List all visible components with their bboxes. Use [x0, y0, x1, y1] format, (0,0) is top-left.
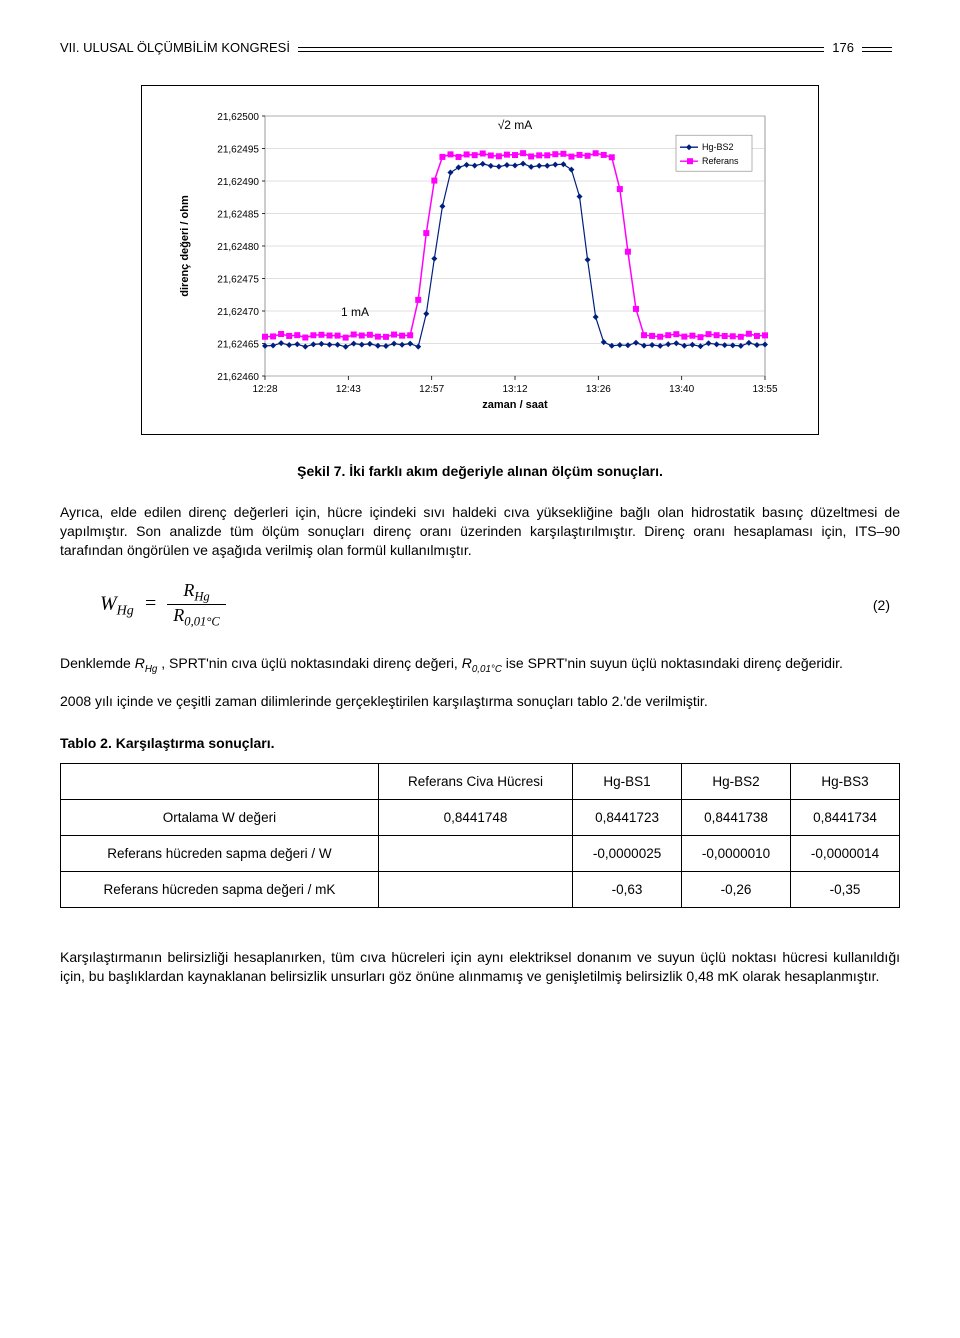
- svg-text:13:26: 13:26: [586, 384, 611, 395]
- figure-caption: Şekil 7. İki farklı akım değeriyle alına…: [60, 463, 900, 479]
- paragraph-1: Ayrıca, elde edilen direnç değerleri içi…: [60, 503, 900, 560]
- table-cell: [378, 871, 572, 907]
- col-bs2: Hg-BS2: [682, 763, 791, 799]
- col-ref: Referans Civa Hücresi: [378, 763, 572, 799]
- col-blank: [61, 763, 379, 799]
- header-rule-right: [862, 47, 892, 48]
- table-cell: -0,63: [573, 871, 682, 907]
- table-cell: 0,8441738: [682, 799, 791, 835]
- table-row: Referans hücreden sapma değeri / W -0,000…: [61, 835, 900, 871]
- row-label: Referans hücreden sapma değeri / mK: [61, 871, 379, 907]
- figure-7-chart: 21,62460 21,62465 21,62470 21,62475 21,62480…: [141, 85, 819, 435]
- svg-text:21,62490: 21,62490: [217, 177, 259, 188]
- table-cell: -0,0000025: [573, 835, 682, 871]
- col-bs1: Hg-BS1: [573, 763, 682, 799]
- table-cell: -0,35: [791, 871, 900, 907]
- table-cell: -0,26: [682, 871, 791, 907]
- page-header: VII. ULUSAL ÖLÇÜMBİLİM KONGRESİ 176: [60, 40, 900, 55]
- equation-2: WHg = RHg R0,01°C (2): [100, 580, 900, 630]
- svg-text:√2 mA: √2 mA: [498, 118, 533, 132]
- eq-lhs: W: [100, 592, 117, 614]
- svg-text:1 mA: 1 mA: [341, 305, 369, 319]
- equation-body: WHg = RHg R0,01°C: [100, 580, 226, 630]
- eq-den: R: [173, 605, 184, 625]
- table-cell: 0,8441723: [573, 799, 682, 835]
- p2-c: ise SPRT'nin suyun üçlü noktasındaki dir…: [502, 655, 843, 671]
- paragraph-2: Denklemde RHg , SPRT'nin cıva üçlü nokta…: [60, 654, 900, 676]
- eq-fraction: RHg R0,01°C: [167, 580, 225, 630]
- svg-text:13:40: 13:40: [669, 384, 694, 395]
- svg-text:13:55: 13:55: [752, 384, 777, 395]
- p2-b: , SPRT'nin cıva üçlü noktasındaki direnç…: [157, 655, 461, 671]
- p2-sym2: R: [462, 655, 472, 671]
- eq-den-sub: 0,01°C: [184, 615, 219, 629]
- svg-text:12:28: 12:28: [252, 384, 277, 395]
- p2-sym2-sub: 0,01°C: [472, 664, 502, 675]
- svg-text:Hg-BS2: Hg-BS2: [702, 142, 734, 152]
- svg-text:direnç değeri / ohm: direnç değeri / ohm: [179, 195, 191, 297]
- row-label: Ortalama W değeri: [61, 799, 379, 835]
- table-cell: 0,8441734: [791, 799, 900, 835]
- page-number: 176: [832, 40, 854, 55]
- row-label: Referans hücreden sapma değeri / W: [61, 835, 379, 871]
- table-row: Ortalama W değeri0,84417480,84417230,844…: [61, 799, 900, 835]
- table-cell: -0,0000014: [791, 835, 900, 871]
- p2-sym1: R: [135, 655, 145, 671]
- table-cell: -0,0000010: [682, 835, 791, 871]
- table-2-title: Tablo 2. Karşılaştırma sonuçları.: [60, 735, 900, 751]
- table-2: Referans Civa Hücresi Hg-BS1 Hg-BS2 Hg-B…: [60, 763, 900, 908]
- paragraph-3: 2008 yılı içinde ve çeşitli zaman diliml…: [60, 692, 900, 711]
- table-header-row: Referans Civa Hücresi Hg-BS1 Hg-BS2 Hg-B…: [61, 763, 900, 799]
- table-row: Referans hücreden sapma değeri / mK -0,63…: [61, 871, 900, 907]
- svg-text:12:43: 12:43: [336, 384, 361, 395]
- svg-text:21,62475: 21,62475: [217, 275, 259, 286]
- p2-a: Denklemde: [60, 655, 135, 671]
- p2-sym1-sub: Hg: [145, 664, 158, 675]
- table-cell: [378, 835, 572, 871]
- svg-text:Referans: Referans: [702, 156, 739, 166]
- eq-num: R: [183, 580, 194, 600]
- svg-text:21,62470: 21,62470: [217, 307, 259, 318]
- equation-number: (2): [873, 597, 900, 613]
- eq-num-sub: Hg: [194, 589, 209, 603]
- svg-text:zaman / saat: zaman / saat: [482, 399, 548, 411]
- svg-text:12:57: 12:57: [419, 384, 444, 395]
- paragraph-4: Karşılaştırmanın belirsizliği hesaplanır…: [60, 948, 900, 986]
- congress-title: VII. ULUSAL ÖLÇÜMBİLİM KONGRESİ: [60, 40, 290, 55]
- svg-text:21,62480: 21,62480: [217, 242, 259, 253]
- svg-text:21,62460: 21,62460: [217, 372, 259, 383]
- header-rule: [298, 47, 824, 48]
- table-body: Ortalama W değeri0,84417480,84417230,844…: [61, 799, 900, 907]
- svg-text:21,62465: 21,62465: [217, 340, 259, 351]
- svg-text:21,62500: 21,62500: [217, 112, 259, 123]
- eq-lhs-sub: Hg: [117, 603, 134, 618]
- col-bs3: Hg-BS3: [791, 763, 900, 799]
- table-cell: 0,8441748: [378, 799, 572, 835]
- svg-text:21,62485: 21,62485: [217, 210, 259, 221]
- chart-svg: 21,62460 21,62465 21,62470 21,62475 21,62480…: [170, 104, 790, 424]
- svg-text:13:12: 13:12: [502, 384, 527, 395]
- svg-text:21,62495: 21,62495: [217, 145, 259, 156]
